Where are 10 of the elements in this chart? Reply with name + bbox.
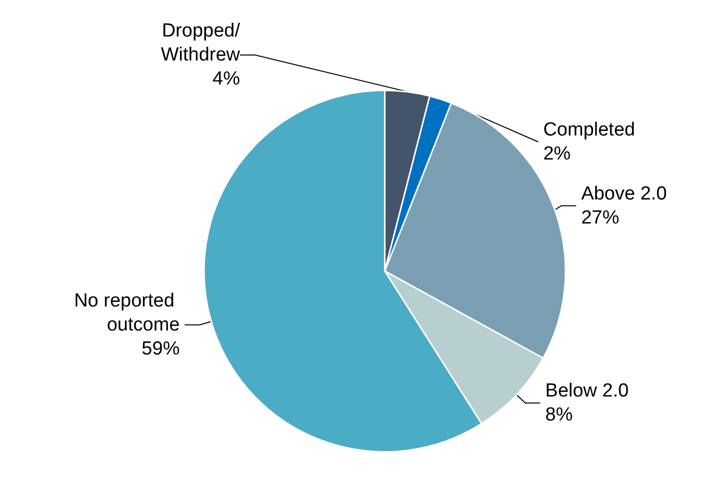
data-label: 59% [142,338,180,360]
slice-label: Below 2.0 [545,380,629,402]
data-label: 2% [543,143,571,164]
data-label: 27% [581,207,620,228]
data-label: 4% [212,68,240,90]
slice-label: Above 2.0 [581,183,667,204]
data-label: 8% [545,404,573,426]
slice-label: Completed [543,119,636,140]
slice-label: No reported outcome [74,290,180,336]
slice-label: Dropped/Withdrew [160,20,241,66]
